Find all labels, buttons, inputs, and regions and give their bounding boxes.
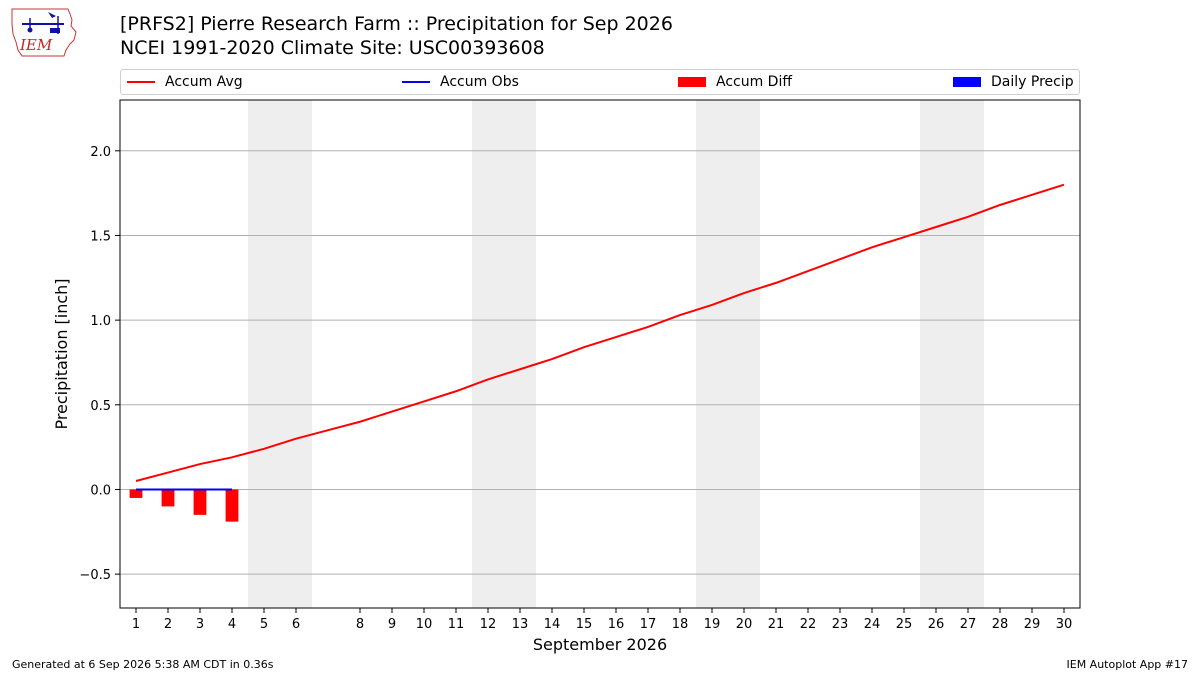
x-tick-label: 13 xyxy=(512,617,529,632)
legend: Accum Avg Accum Obs Accum Diff Daily Pre… xyxy=(120,69,1080,95)
x-tick-label: 24 xyxy=(864,617,881,632)
legend-swatch-accum-diff xyxy=(678,77,706,87)
weekend-band-2 xyxy=(472,100,536,608)
y-tick-label: 0.5 xyxy=(90,399,111,414)
y-tick-label: −0.5 xyxy=(79,568,111,583)
x-tick-label: 26 xyxy=(928,617,945,632)
chart-title: [PRFS2] Pierre Research Farm :: Precipit… xyxy=(120,13,673,35)
accum-diff-bar xyxy=(161,489,175,507)
x-tick-label: 10 xyxy=(416,617,433,632)
y-tick-label: 0.0 xyxy=(90,483,111,498)
accum-diff-bar xyxy=(129,489,143,498)
legend-swatch-daily-precip xyxy=(953,77,981,87)
x-tick-label: 16 xyxy=(608,617,625,632)
x-tick-label: 11 xyxy=(448,617,465,632)
x-tick-label: 29 xyxy=(1024,617,1041,632)
legend-swatch-accum-avg xyxy=(127,81,155,83)
x-tick-label: 25 xyxy=(896,617,913,632)
x-tick-label: 23 xyxy=(832,617,849,632)
legend-entry-accum-diff: Accum Diff xyxy=(678,70,792,94)
accum-diff-bar xyxy=(225,489,239,522)
x-tick-label: 4 xyxy=(228,617,236,632)
x-tick-label: 20 xyxy=(736,617,753,632)
generated-timestamp: Generated at 6 Sep 2026 5:38 AM CDT in 0… xyxy=(12,658,274,671)
x-tick-label: 9 xyxy=(388,617,396,632)
x-tick-label: 8 xyxy=(356,617,364,632)
weekend-band-3 xyxy=(696,100,760,608)
plot-frame xyxy=(119,99,1081,609)
x-tick-label: 6 xyxy=(292,617,300,632)
iem-logo: IEM xyxy=(8,6,80,58)
x-tick-label: 2 xyxy=(164,617,172,632)
legend-entry-accum-avg: Accum Avg xyxy=(127,70,243,94)
x-tick-label: 1 xyxy=(132,617,140,632)
x-tick-label: 21 xyxy=(768,617,785,632)
x-tick-label: 15 xyxy=(576,617,593,632)
x-tick-label: 27 xyxy=(960,617,977,632)
legend-label-daily-precip: Daily Precip xyxy=(991,74,1074,90)
x-tick-label: 3 xyxy=(196,617,204,632)
accum-avg-line xyxy=(135,183,1065,482)
x-tick-label: 14 xyxy=(544,617,561,632)
x-tick-label: 19 xyxy=(704,617,721,632)
x-tick-label: 28 xyxy=(992,617,1009,632)
weekend-band-4 xyxy=(920,100,984,608)
x-tick-label: 5 xyxy=(260,617,268,632)
legend-swatch-accum-obs xyxy=(402,81,430,83)
legend-label-accum-diff: Accum Diff xyxy=(716,74,793,90)
y-tick-label: 1.0 xyxy=(90,314,111,329)
x-tick-label: 30 xyxy=(1056,617,1073,632)
accum-diff-bar xyxy=(193,489,207,515)
x-tick-label: 18 xyxy=(672,617,689,632)
legend-label-accum-avg: Accum Avg xyxy=(165,74,243,90)
x-tick-label: 12 xyxy=(480,617,497,632)
legend-entry-accum-obs: Accum Obs xyxy=(402,70,519,94)
x-tick-label: 22 xyxy=(800,617,817,632)
x-axis-label: September 2026 xyxy=(533,635,667,654)
y-axis-label: Precipitation [inch] xyxy=(52,278,71,429)
weekend-band-1 xyxy=(248,100,312,608)
legend-label-accum-obs: Accum Obs xyxy=(440,74,519,90)
y-tick-label: 1.5 xyxy=(90,229,111,244)
y-tick-label: 2.0 xyxy=(90,145,111,160)
chart-subtitle: NCEI 1991-2020 Climate Site: USC00393608 xyxy=(120,37,545,59)
legend-entry-daily-precip: Daily Precip xyxy=(953,70,1074,94)
app-credit: IEM Autoplot App #17 xyxy=(1066,658,1189,671)
x-tick-label: 17 xyxy=(640,617,657,632)
logo-text: IEM xyxy=(19,36,53,54)
